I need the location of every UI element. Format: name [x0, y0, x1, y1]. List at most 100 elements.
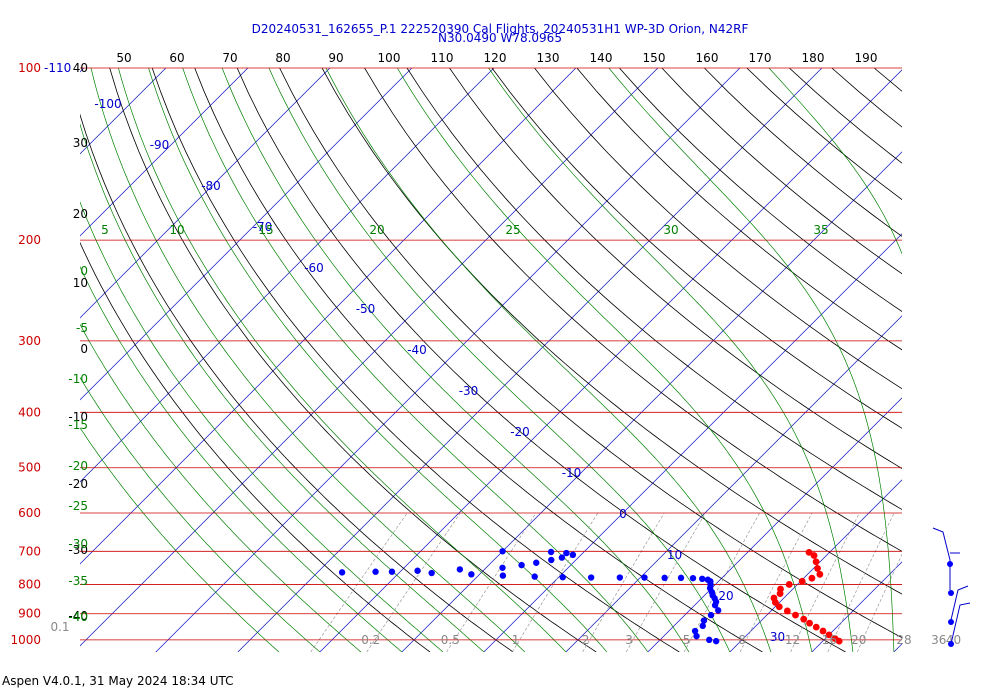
mixing-ratio-line: [790, 512, 860, 652]
dry-adiabat-line: [534, 68, 902, 390]
dry-adiabat-line: [364, 68, 902, 552]
dry-adiabat-line: [194, 68, 763, 652]
moist-adiabat-line: [80, 376, 321, 652]
temperature-point: [806, 619, 813, 627]
dewpoint-point: [699, 575, 706, 583]
moist-adiabat-left-label: -10: [68, 372, 88, 386]
dry-adiabat-line: [746, 68, 902, 201]
left-temp-label: 30: [73, 136, 88, 150]
moist-adiabat-left-label: -15: [68, 418, 88, 432]
isotherm-label: 0: [619, 507, 627, 521]
dry-adiabat-line: [321, 68, 902, 595]
isotherm-label: -90: [150, 138, 170, 152]
temperature-point: [798, 577, 806, 585]
dewpoint-point: [711, 602, 719, 609]
isotherm-label: -10: [562, 466, 582, 480]
dewpoint-point: [691, 627, 699, 635]
isotherm-line: [647, 397, 902, 652]
dewpoint-point: [428, 569, 435, 577]
pressure-tick-label: 100: [18, 61, 41, 75]
mixing-ratio-label: 36: [931, 633, 946, 647]
top-theta-label: 130: [537, 51, 560, 65]
moist-adiabat-label: 35: [813, 223, 828, 237]
dry-adiabat-line: [789, 68, 902, 164]
wind-barb-point: [948, 619, 954, 625]
dry-adiabat-line: [491, 68, 902, 429]
dewpoint-point: [563, 549, 570, 557]
dewpoint-point: [518, 561, 525, 569]
temperature-point: [792, 611, 799, 619]
dry-adiabat-line: [406, 68, 902, 510]
dewpoint-point: [559, 574, 566, 581]
dewpoint-point: [533, 559, 540, 566]
temperature-point: [812, 623, 820, 631]
temperature-point: [819, 627, 827, 635]
dewpoint-point: [456, 566, 464, 573]
mixing-ratio-line: [582, 512, 665, 652]
footer-text: Aspen V4.0.1, 31 May 2024 18:34 UTC: [2, 674, 234, 688]
dry-adiabat-line: [917, 68, 1000, 652]
wind-barbs: [932, 527, 971, 647]
top-theta-label: 60: [169, 51, 184, 65]
top-theta-label: 140: [590, 51, 613, 65]
mixing-ratio-label: 2: [582, 633, 590, 647]
moist-adiabat-left-label: -40: [68, 610, 88, 624]
mixing-ratio-label: 3: [625, 633, 633, 647]
dewpoint-point: [707, 611, 715, 619]
isotherm-line: [80, 68, 413, 401]
pressure-tick-label: 400: [18, 405, 41, 419]
mixing-ratio-label: 0.5: [441, 633, 460, 647]
left-temp-label: -30: [68, 543, 88, 557]
mixing-ratio-label: 5: [683, 633, 691, 647]
isotherm-label: -20: [510, 425, 530, 439]
moist-adiabat-left-label: -25: [68, 499, 88, 513]
dry-adiabat-line: [80, 241, 431, 652]
moist-adiabat-line: [80, 123, 485, 652]
wind-barb: [950, 602, 971, 645]
dewpoint-point: [712, 637, 720, 645]
dewpoint-point: [706, 636, 713, 644]
dewpoint-point: [468, 571, 475, 578]
dewpoint-point: [715, 607, 722, 614]
temperature-point: [783, 607, 791, 615]
isotherm-label: -40: [407, 343, 427, 357]
isotherm-label: 10: [667, 548, 682, 562]
left-temp-label: 40: [73, 61, 88, 75]
moist-adiabat-line: [80, 323, 362, 652]
mixing-ratio-line: [827, 512, 895, 652]
moist-adiabat-label: 10: [169, 223, 184, 237]
top-isotherm-label: -110: [44, 61, 71, 75]
dewpoint-point: [499, 564, 506, 571]
chart-subtitle: N30.0490 W78.0965: [438, 31, 562, 45]
left-temp-label: -20: [68, 477, 88, 491]
isotherm-label: -80: [201, 179, 221, 193]
top-theta-label: 180: [802, 51, 825, 65]
pressure-tick-label: 600: [18, 506, 41, 520]
temperature-point: [805, 548, 813, 556]
chart-title: D20240531_162655_P.1 222520390 Cal Fligh…: [252, 22, 749, 36]
mixing-ratio-label: 0.1: [50, 620, 69, 634]
moist-adiabat-line: [325, 68, 772, 652]
isotherm-line: [729, 479, 902, 652]
top-theta-label: 70: [222, 51, 237, 65]
mixing-ratio-line: [953, 513, 1000, 652]
moist-adiabat-line: [118, 68, 567, 652]
temperature-point: [810, 552, 818, 559]
dry-adiabat-line: [576, 68, 902, 351]
top-theta-label: 80: [275, 51, 290, 65]
top-theta-label: 110: [431, 51, 454, 65]
pressure-tick-label: 700: [18, 544, 41, 558]
top-theta-label: 170: [749, 51, 772, 65]
isotherm-line: [565, 315, 902, 652]
moist-adiabat-label: 20: [369, 223, 384, 237]
isotherm-label: 30: [770, 630, 785, 644]
dry-adiabat-line: [619, 68, 902, 312]
isotherm-line: [811, 561, 902, 652]
pressure-tick-label: 1000: [10, 633, 41, 647]
dewpoint-point: [616, 574, 624, 581]
top-theta-label: 150: [643, 51, 666, 65]
dry-adiabat-line: [80, 113, 514, 652]
wind-barb: [950, 585, 969, 621]
moist-adiabat-left-label: -30: [68, 537, 88, 551]
dry-adiabat-line: [873, 68, 902, 92]
